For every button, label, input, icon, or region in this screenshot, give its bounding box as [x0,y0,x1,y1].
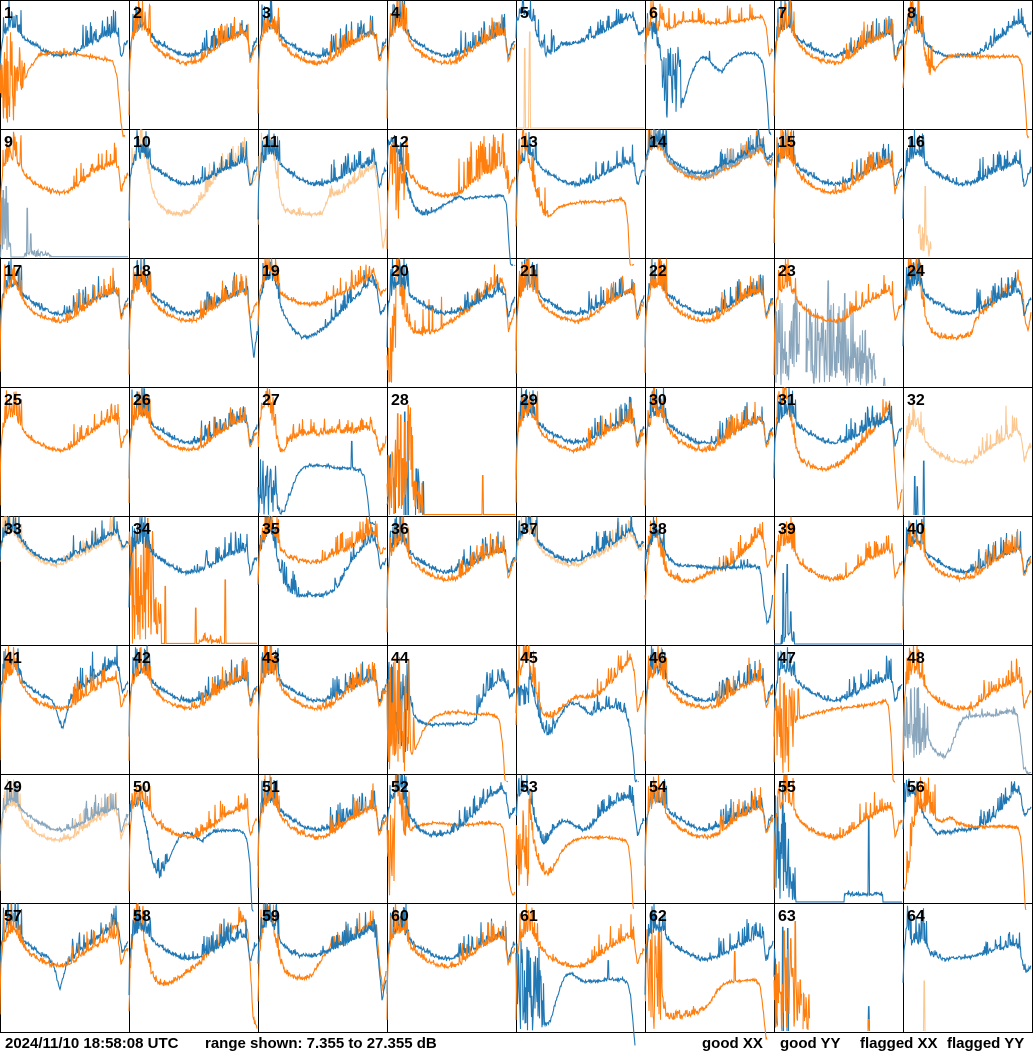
svg-text:flagged XX: flagged XX [860,1035,938,1052]
svg-text:26: 26 [133,392,151,409]
svg-text:63: 63 [778,908,796,925]
svg-text:57: 57 [4,908,22,925]
svg-text:9: 9 [4,134,13,151]
svg-text:33: 33 [4,521,22,538]
svg-text:40: 40 [907,521,925,538]
svg-text:46: 46 [649,650,667,667]
svg-text:54: 54 [649,779,667,796]
svg-text:25: 25 [4,392,22,409]
svg-text:13: 13 [520,134,538,151]
svg-text:37: 37 [520,521,538,538]
svg-text:48: 48 [907,650,925,667]
svg-text:6: 6 [649,5,658,22]
svg-text:16: 16 [907,134,925,151]
svg-text:32: 32 [907,392,925,409]
svg-text:flagged YY: flagged YY [947,1035,1024,1052]
svg-text:23: 23 [778,263,796,280]
svg-text:62: 62 [649,908,667,925]
svg-text:2: 2 [133,5,142,22]
svg-text:58: 58 [133,908,151,925]
svg-text:good YY: good YY [780,1035,841,1052]
svg-text:28: 28 [391,392,409,409]
svg-text:19: 19 [262,263,280,280]
svg-text:34: 34 [133,521,151,538]
svg-text:10: 10 [133,134,151,151]
svg-text:18: 18 [133,263,151,280]
svg-text:43: 43 [262,650,280,667]
svg-text:45: 45 [520,650,538,667]
svg-text:3: 3 [262,5,271,22]
svg-text:30: 30 [649,392,667,409]
svg-text:59: 59 [262,908,280,925]
svg-text:51: 51 [262,779,280,796]
svg-text:17: 17 [4,263,22,280]
svg-text:27: 27 [262,392,280,409]
svg-text:1: 1 [4,5,13,22]
svg-text:11: 11 [262,134,279,151]
svg-text:50: 50 [133,779,151,796]
svg-text:29: 29 [520,392,538,409]
svg-text:47: 47 [778,650,796,667]
svg-text:2024/11/10 18:58:08 UTC: 2024/11/10 18:58:08 UTC [5,1035,179,1052]
svg-text:64: 64 [907,908,925,925]
svg-text:52: 52 [391,779,409,796]
svg-text:53: 53 [520,779,538,796]
svg-text:55: 55 [778,779,796,796]
svg-text:5: 5 [520,5,529,22]
svg-text:38: 38 [649,521,667,538]
svg-text:36: 36 [391,521,409,538]
svg-text:56: 56 [907,779,925,796]
svg-text:60: 60 [391,908,409,925]
svg-text:31: 31 [778,392,796,409]
svg-text:42: 42 [133,650,151,667]
svg-text:49: 49 [4,779,22,796]
svg-text:22: 22 [649,263,667,280]
svg-text:41: 41 [4,650,22,667]
svg-text:21: 21 [520,263,538,280]
svg-text:8: 8 [907,5,916,22]
svg-text:35: 35 [262,521,280,538]
svg-text:range shown: 7.355 to 27.355 d: range shown: 7.355 to 27.355 dB [205,1035,437,1052]
svg-text:15: 15 [778,134,796,151]
svg-text:good XX: good XX [702,1035,763,1052]
svg-text:4: 4 [391,5,400,22]
svg-text:14: 14 [649,134,667,151]
svg-text:61: 61 [520,908,538,925]
svg-text:7: 7 [778,5,787,22]
svg-text:44: 44 [391,650,409,667]
svg-text:20: 20 [391,263,409,280]
svg-text:12: 12 [391,134,409,151]
svg-text:24: 24 [907,263,925,280]
svg-text:39: 39 [778,521,796,538]
